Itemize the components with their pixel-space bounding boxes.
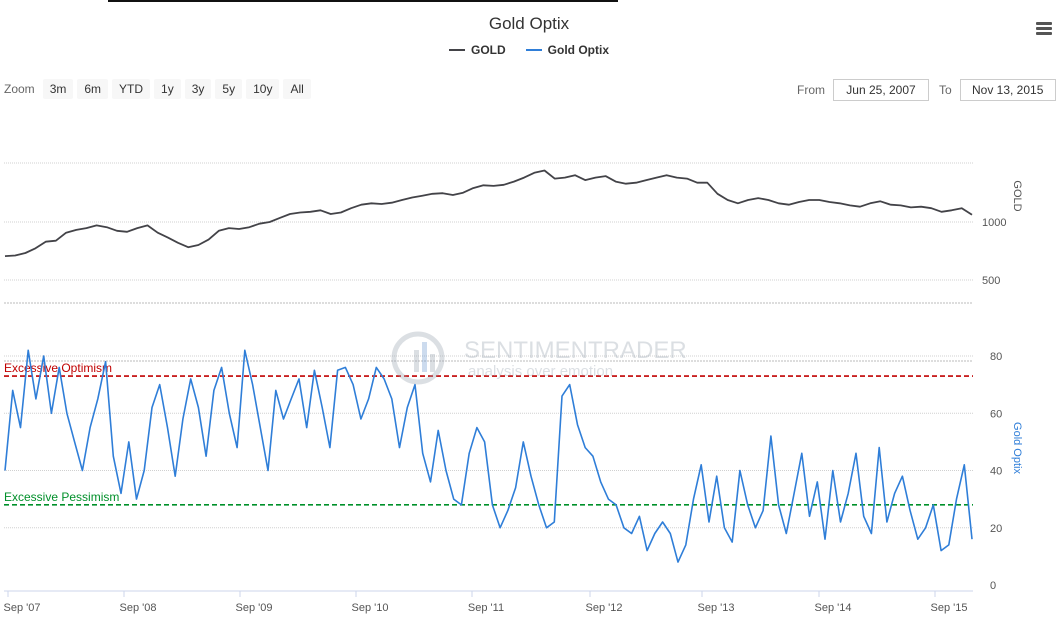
to-date-input[interactable] bbox=[959, 79, 1056, 101]
zoom-label: Zoom bbox=[4, 82, 35, 96]
x-tick-label: Sep '11 bbox=[468, 602, 504, 614]
legend-item-gold[interactable]: GOLD bbox=[448, 43, 506, 57]
zoom-3y-button[interactable]: 3y bbox=[184, 79, 212, 99]
zoom-all-button[interactable]: All bbox=[283, 79, 311, 99]
x-tick-label: Sep '09 bbox=[236, 602, 273, 614]
date-range: From bbox=[797, 79, 929, 101]
legend-swatch-gold bbox=[448, 49, 465, 51]
zoom-10y-button[interactable]: 10y bbox=[246, 79, 280, 99]
x-tick-label: Sep '14 bbox=[815, 602, 852, 614]
x-tick-label: Sep '15 bbox=[931, 602, 968, 614]
legend-item-gold-optix[interactable]: Gold Optix bbox=[525, 43, 609, 57]
optix-y-tick-label: 40 bbox=[990, 466, 1002, 478]
optix-y-axis-label: Gold Optix bbox=[1011, 422, 1023, 474]
zoom-1y-button[interactable]: 1y bbox=[154, 79, 181, 99]
watermark-logo-icon: SENTIMENTRADER analysis over emotion bbox=[391, 331, 687, 385]
legend-label-gold-optix: Gold Optix bbox=[547, 43, 609, 57]
hamburger-icon[interactable] bbox=[1036, 22, 1052, 36]
legend: GOLD Gold Optix bbox=[0, 43, 1058, 57]
watermark-name: SENTIMENTRADER bbox=[464, 337, 687, 364]
excessive-pessimism-label: Excessive Pessimism bbox=[4, 490, 119, 504]
from-label: From bbox=[797, 83, 825, 97]
zoom-bar: Zoom 3m 6m YTD 1y 3y 5y 10y All bbox=[4, 79, 311, 99]
optix-y-tick-label: 20 bbox=[990, 523, 1002, 535]
zoom-6m-button[interactable]: 6m bbox=[77, 79, 109, 99]
date-range-to: To bbox=[939, 79, 1056, 101]
x-tick-label: Sep '13 bbox=[698, 602, 735, 614]
zoom-ytd-button[interactable]: YTD bbox=[112, 79, 151, 99]
x-tick-label: Sep '10 bbox=[352, 602, 389, 614]
to-label: To bbox=[939, 83, 952, 97]
gold-series-line bbox=[4, 169, 973, 257]
zoom-3m-button[interactable]: 3m bbox=[42, 79, 74, 99]
x-tick-label: Sep '08 bbox=[120, 602, 157, 614]
zoom-5y-button[interactable]: 5y bbox=[215, 79, 243, 99]
watermark-tagline: analysis over emotion bbox=[468, 363, 613, 380]
legend-label-gold: GOLD bbox=[470, 43, 506, 57]
optix-series-line bbox=[4, 349, 973, 563]
optix-y-tick-label: 80 bbox=[990, 351, 1002, 363]
x-tick-label: Sep '07 bbox=[4, 602, 41, 614]
x-tick-label: Sep '12 bbox=[586, 602, 623, 614]
legend-swatch-gold-optix bbox=[525, 49, 542, 51]
from-date-input[interactable] bbox=[833, 79, 929, 101]
top-rule bbox=[108, 0, 618, 2]
optix-y-tick-label: 0 bbox=[990, 580, 996, 592]
chart-title: Gold Optix bbox=[488, 14, 570, 33]
gold-y-tick-label: 1000 bbox=[982, 217, 1006, 229]
optix-y-tick-label: 60 bbox=[990, 408, 1002, 420]
gold-y-tick-label: 500 bbox=[982, 275, 1000, 287]
watermark: SENTIMENTRADER analysis over emotion bbox=[388, 328, 688, 393]
gold-y-axis-label: GOLD bbox=[1011, 180, 1023, 211]
